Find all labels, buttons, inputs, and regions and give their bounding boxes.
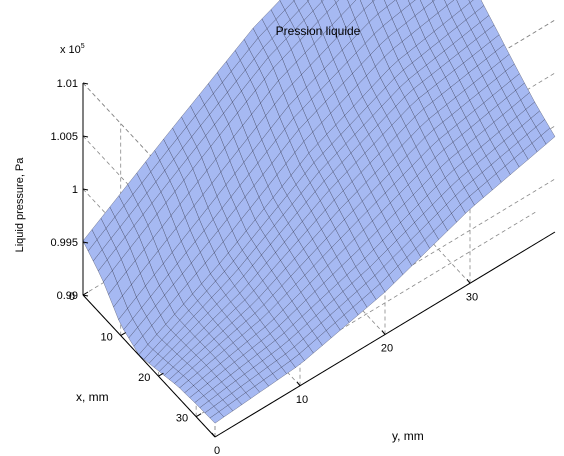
z-tick-4 [82,82,89,85]
x-tick-2 [158,372,164,377]
x-tick-label-0: 0 [69,291,75,303]
z-axis-label: Liquid pressure, Pa [14,157,26,253]
chart-title: Pression liquide [276,24,361,38]
x-tick-label-3: 30 [176,413,188,425]
y-tick-label-2: 20 [381,343,393,355]
surface-cell [320,0,324,2]
z-tick-label-0: 0.99 [57,290,78,302]
grid-line-floor-y-3 [337,140,471,284]
y-axis-label: y, mm [392,429,424,443]
surface-layer [82,0,556,424]
x-tick-0 [82,291,89,296]
z-tick-label-4: 1.01 [57,78,78,90]
axis-layer: 0.99 0.995 1 1.005 1.01 0 10 20 30 0 10 20 30 [50,78,556,456]
y-tick-label-0: 0 [214,445,220,456]
y-tick-label-3: 30 [466,291,478,303]
y-tick-1 [296,381,301,387]
z-tick-3 [82,135,89,138]
z-multiplier-label: x 105 [60,43,85,56]
x-tick-1 [120,332,126,337]
z-tick-label-1: 0.995 [50,237,78,249]
z-tick-label-3: 1.005 [50,131,78,143]
y-tick-3 [466,278,471,284]
z-tick-2 [82,188,89,191]
x-tick-3 [195,413,202,418]
y-tick-0 [211,432,216,438]
surface-cell [468,0,474,3]
z-tick-0 [82,294,89,297]
y-tick-2 [381,330,386,335]
x-tick-label-1: 10 [100,332,112,344]
x-axis-label: x, mm [76,390,109,404]
z-exponent-text: 5 [81,43,85,50]
surface-cell [307,0,310,2]
z-tick-1 [82,241,89,244]
y-tick-label-1: 10 [296,394,308,406]
z-tick-label-2: 1 [72,184,78,196]
x-axis-line [82,294,216,438]
x-tick-label-2: 20 [138,372,150,384]
surface-cell [82,229,98,252]
z-multiplier-text: x 10 [60,44,81,56]
